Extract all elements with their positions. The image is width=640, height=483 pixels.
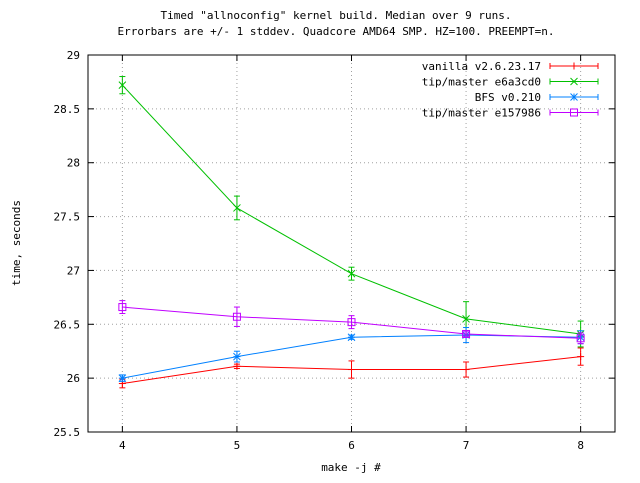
- data-point-marker: [118, 374, 127, 382]
- chart-title-line-1: Timed "allnoconfig" kernel build. Median…: [161, 9, 512, 22]
- legend-entry: tip/master e6a3cd0: [422, 76, 599, 89]
- data-point-marker: [233, 204, 241, 212]
- error-bar: [119, 300, 126, 315]
- data-point-marker: [570, 108, 578, 117]
- y-tick-label: 27.5: [54, 211, 81, 224]
- data-point-marker: [576, 334, 585, 343]
- x-axis-label: make -j #: [321, 461, 381, 474]
- x-tick-label: 7: [463, 439, 470, 452]
- chart-title-line-2: Errorbars are +/- 1 stddev. Quadcore AMD…: [117, 25, 554, 38]
- error-bar: [348, 315, 355, 330]
- data-point-marker: [570, 62, 578, 70]
- legend-swatch: [549, 109, 599, 116]
- data-point-marker: [347, 318, 356, 327]
- data-point-marker: [347, 269, 356, 278]
- data-point-marker: [347, 333, 356, 342]
- legend: vanilla v2.6.23.17 tip/master e6a3cd0 BFS …: [422, 60, 599, 120]
- y-tick-label: 27: [67, 264, 80, 277]
- data-point-marker: [462, 315, 470, 323]
- series-group: [118, 76, 585, 389]
- data-point-marker: [577, 353, 585, 361]
- legend-entry: vanilla v2.6.23.17: [422, 60, 599, 73]
- data-point-marker: [118, 81, 127, 90]
- error-bar: [463, 331, 470, 337]
- x-tick-label: 5: [234, 439, 241, 452]
- x-tick-label: 8: [577, 439, 584, 452]
- legend-label: tip/master e157986: [422, 107, 541, 120]
- y-tick-label: 29: [67, 49, 80, 62]
- axis-ticks: 25.5 26 26.5 27 27.5 28 28.5 29 4 5 6 7 8: [54, 49, 615, 452]
- legend-entry: BFS v0.210: [475, 91, 599, 104]
- series-1: [118, 347, 585, 389]
- plot-frame: [87, 54, 616, 433]
- data-point-marker: [570, 93, 578, 101]
- y-tick-label: 25.5: [54, 426, 81, 439]
- series-line: [122, 84, 581, 335]
- y-tick-label: 26.5: [54, 318, 81, 331]
- data-point-marker: [462, 366, 470, 374]
- legend-entry: tip/master e157986: [422, 107, 599, 120]
- series-4: [118, 300, 585, 345]
- y-axis-label: time, seconds: [10, 200, 23, 286]
- y-tick-label: 28: [67, 157, 80, 170]
- x-tick-label: 4: [119, 439, 126, 452]
- error-bar: [233, 306, 240, 327]
- legend-label: tip/master e6a3cd0: [422, 76, 541, 89]
- grid-lines: [88, 55, 615, 432]
- data-point-marker: [118, 303, 127, 312]
- legend-label: vanilla v2.6.23.17: [422, 60, 541, 73]
- data-point-marker: [233, 362, 241, 370]
- data-point-marker: [570, 77, 578, 86]
- series-2: [118, 76, 585, 348]
- legend-label: BFS v0.210: [475, 91, 541, 104]
- x-tick-label: 6: [348, 439, 355, 452]
- y-tick-label: 26: [67, 372, 80, 385]
- y-tick-label: 28.5: [54, 103, 81, 116]
- data-point-marker: [348, 366, 355, 374]
- data-point-marker: [462, 329, 471, 338]
- data-point-marker: [233, 352, 241, 361]
- data-point-marker: [232, 312, 241, 321]
